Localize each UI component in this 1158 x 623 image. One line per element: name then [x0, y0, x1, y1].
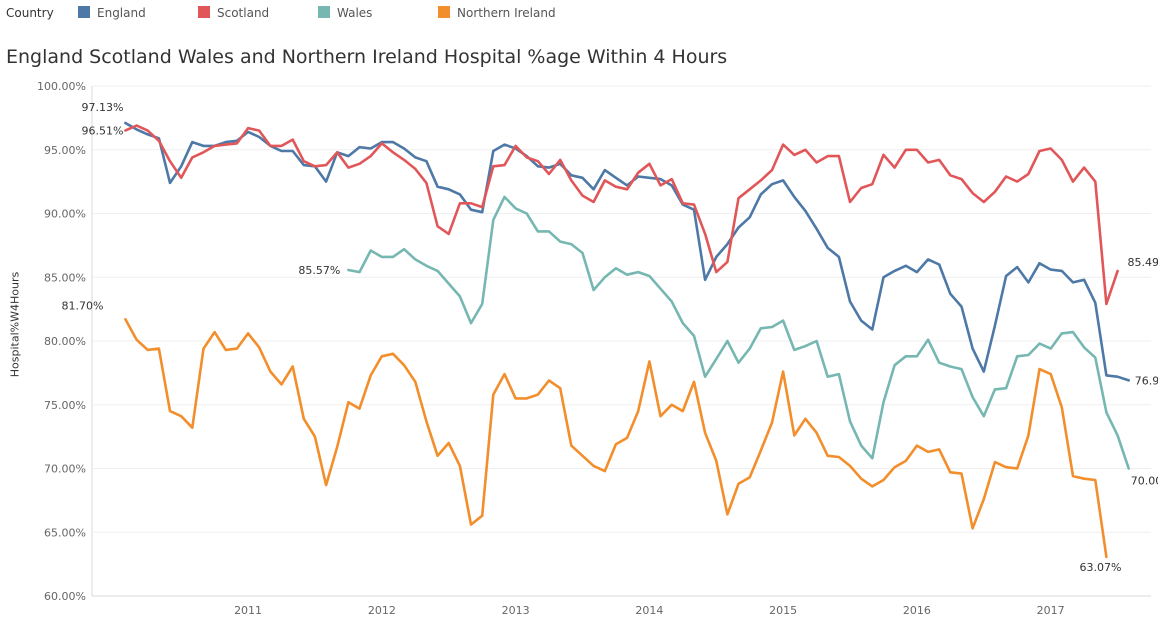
series-line-scotland: [124, 124, 1119, 306]
data-label-northern-ireland-start: 81.70%: [61, 299, 103, 312]
y-tick-label: 95.00%: [44, 144, 86, 157]
legend-swatch-wales: [318, 6, 330, 18]
data-label-wales-start: 85.57%: [298, 264, 340, 277]
legend-swatch-scotland: [198, 6, 210, 18]
data-label-scotland-start: 96.51%: [81, 124, 123, 137]
y-tick-label: 75.00%: [44, 399, 86, 412]
legend-label-england: England: [97, 6, 146, 20]
series-line-england: [124, 121, 1130, 382]
y-tick-label: 85.00%: [44, 271, 86, 284]
x-tick-label: 2013: [502, 604, 530, 617]
x-tick-label: 2017: [1037, 604, 1065, 617]
x-tick-label: 2015: [769, 604, 797, 617]
series-line-wales: [347, 195, 1130, 470]
y-tick-label: 65.00%: [44, 526, 86, 539]
data-label-england-start: 97.13%: [81, 101, 123, 114]
data-label-wales-end: 70.00%: [1131, 475, 1158, 488]
data-label-northern-ireland-end: 63.07%: [1079, 561, 1121, 574]
legend-label-northern-ireland: Northern Ireland: [457, 6, 556, 20]
x-tick-label: 2014: [635, 604, 663, 617]
chart-title: England Scotland Wales and Northern Irel…: [6, 46, 728, 68]
legend-label-wales: Wales: [337, 6, 373, 20]
y-tick-label: 60.00%: [44, 590, 86, 603]
y-tick-label: 90.00%: [44, 208, 86, 221]
data-label-scotland-end: 85.49%: [1128, 256, 1158, 269]
x-tick-label: 2016: [903, 604, 931, 617]
x-tick-label: 2012: [368, 604, 396, 617]
legend: Country England Scotland Wales Northern …: [0, 0, 1158, 26]
y-tick-label: 100.00%: [37, 80, 86, 93]
legend-label-scotland: Scotland: [217, 6, 270, 20]
x-tick-label: 2011: [234, 604, 262, 617]
legend-swatch-northern-ireland: [438, 6, 450, 18]
y-tick-label: 80.00%: [44, 335, 86, 348]
data-label-england-end: 76.91%: [1135, 374, 1158, 387]
series-line-northern-ireland: [124, 318, 1108, 559]
y-tick-label: 70.00%: [44, 463, 86, 476]
legend-title: Country: [6, 6, 54, 20]
legend-swatch-england: [78, 6, 90, 18]
